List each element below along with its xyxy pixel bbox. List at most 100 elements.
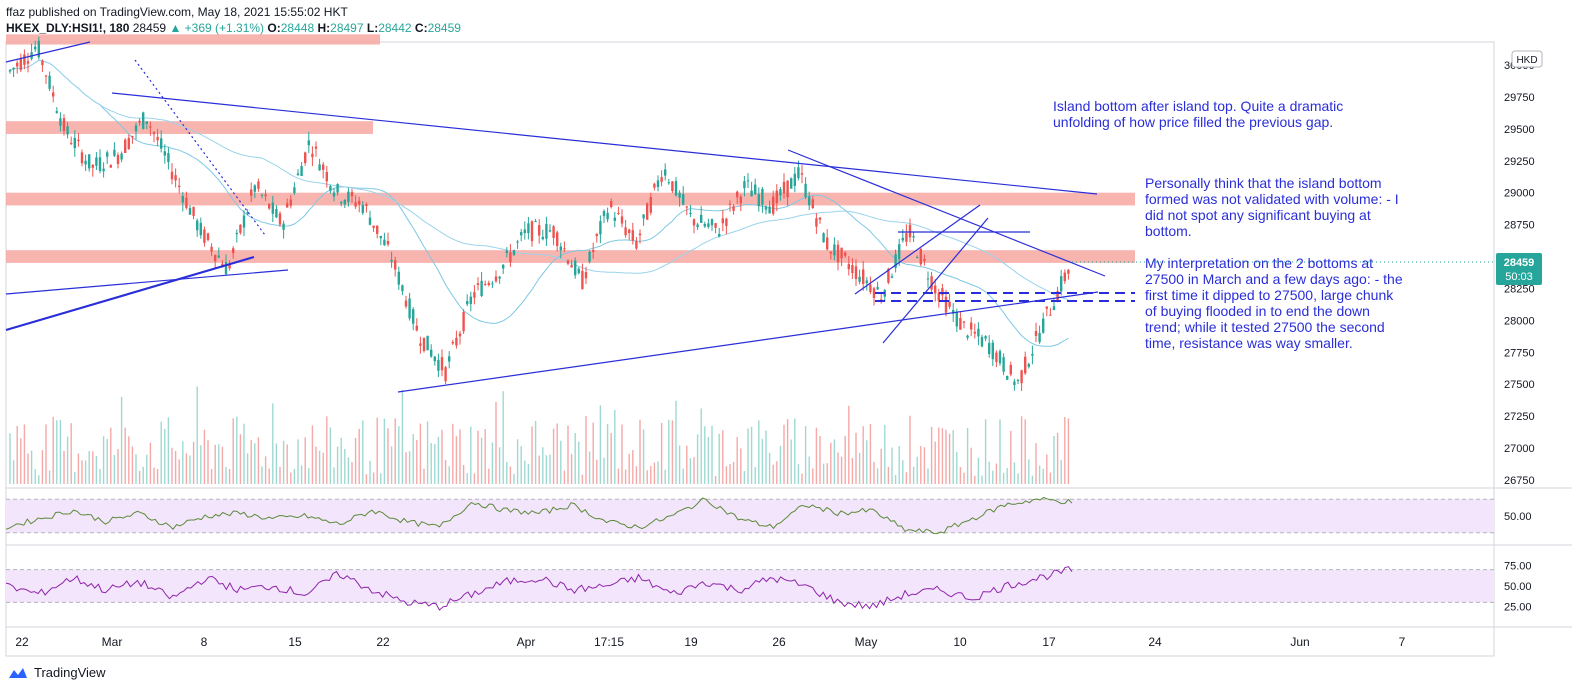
- candle-body: [8, 70, 12, 72]
- candle-body: [170, 171, 174, 180]
- candle-body: [674, 181, 678, 196]
- candle-body: [548, 230, 552, 232]
- candle-body: [487, 282, 490, 286]
- candle-body: [858, 276, 861, 282]
- volume-bar: [664, 469, 666, 484]
- candle-body: [937, 292, 940, 301]
- candle-body: [638, 233, 642, 236]
- time-tick-label: 10: [953, 635, 967, 649]
- candle-body: [667, 182, 670, 184]
- time-tick-label: 22: [15, 635, 29, 649]
- trendline-bold[interactable]: [5, 255, 255, 332]
- symbol-name[interactable]: HKEX_DLY:HSI1!, 180: [6, 21, 130, 35]
- volume-bar: [171, 447, 173, 484]
- time-tick-label: Mar: [102, 635, 123, 649]
- volume-bar: [182, 441, 184, 484]
- time-tick-label: 24: [1148, 635, 1162, 649]
- currency-badge[interactable]: HKD: [1511, 50, 1543, 68]
- oscillator-1-line: [5, 496, 1073, 535]
- volume-bar: [20, 438, 22, 484]
- candle-body: [192, 206, 195, 216]
- volume-bar: [671, 420, 674, 484]
- trendline[interactable]: [882, 217, 989, 344]
- volume-bar: [452, 423, 454, 484]
- candle-body: [235, 232, 238, 235]
- candle-body: [16, 62, 19, 67]
- price-tick-label: 27000: [1504, 443, 1535, 455]
- candle-body: [55, 111, 58, 113]
- volume-bar: [131, 446, 134, 484]
- volume-bar: [192, 441, 195, 484]
- volume-bar: [354, 438, 357, 484]
- trendline-dotted[interactable]: [134, 59, 266, 236]
- candle-body: [185, 197, 188, 209]
- candle-body: [588, 251, 591, 262]
- candle-body: [1027, 363, 1030, 367]
- volume-bar: [340, 437, 342, 484]
- trendline-lower[interactable]: [397, 291, 1099, 393]
- volume-bar: [635, 466, 638, 484]
- volume-bar: [38, 475, 40, 484]
- candle-body: [862, 269, 865, 284]
- trendline[interactable]: [787, 149, 1106, 277]
- candle-body: [689, 212, 692, 214]
- footer-brand[interactable]: TradingView: [34, 665, 106, 680]
- volume-bar: [293, 468, 296, 484]
- time-tick-label: 17:15: [594, 635, 624, 649]
- volume-bar: [894, 474, 897, 484]
- candle-body: [70, 143, 73, 145]
- volume-bar: [250, 440, 252, 484]
- volume-bar: [837, 452, 839, 484]
- candle-body: [966, 335, 969, 338]
- trendline-upper[interactable]: [111, 92, 1098, 195]
- volume-bar: [552, 428, 555, 484]
- trendlines[interactable]: [5, 41, 1135, 393]
- candle-body: [998, 351, 1002, 364]
- candle-body: [109, 164, 112, 168]
- volume-bar: [99, 469, 101, 484]
- volume-bar: [254, 443, 256, 484]
- candle-body: [624, 227, 627, 236]
- volume-bar: [290, 472, 292, 484]
- candle-body: [955, 311, 958, 327]
- oscillator-2-tick-label: 75.00: [1504, 561, 1532, 573]
- candle-body: [134, 125, 138, 132]
- volume-bar: [617, 468, 620, 484]
- volume-bar: [527, 463, 530, 484]
- candle-body: [538, 225, 541, 236]
- annotation-text: Personally think that the island bottom: [1145, 175, 1382, 191]
- candle-body: [714, 223, 717, 228]
- volume-bar: [776, 461, 778, 484]
- volume-bar: [768, 452, 771, 484]
- volume-bar: [333, 467, 335, 484]
- candle-body: [250, 189, 253, 196]
- price-axis[interactable]: 3000029750295002925029000287502850028250…: [1504, 60, 1535, 487]
- candle-body: [286, 203, 289, 208]
- candle-body: [642, 214, 645, 219]
- high-label: H:: [317, 21, 331, 35]
- candle-body: [1024, 356, 1027, 374]
- volume-bar: [1031, 475, 1034, 484]
- candle-body: [206, 233, 210, 240]
- volume-bar: [362, 420, 364, 484]
- candle-body: [901, 237, 904, 241]
- volume-bar: [700, 408, 702, 484]
- trendline[interactable]: [5, 269, 289, 295]
- time-tick-label: Jun: [1290, 635, 1309, 649]
- volume-bar: [1046, 454, 1048, 484]
- volume-bar: [614, 410, 616, 484]
- volume-bar: [866, 440, 868, 484]
- volume-bar: [113, 454, 116, 484]
- candle-body: [296, 173, 300, 176]
- volume-bar: [477, 430, 479, 484]
- volume-bar: [45, 424, 47, 484]
- volume-bar: [750, 426, 753, 484]
- volume-bar: [77, 453, 80, 484]
- time-axis[interactable]: 22 Mar 8 15 22 Apr 17:15 19 26 May 10 17 24 Jun 7: [15, 635, 1405, 649]
- trendline[interactable]: [854, 204, 981, 295]
- volume-bar: [520, 446, 522, 484]
- volume-bar: [484, 429, 486, 484]
- trendline[interactable]: [5, 41, 91, 63]
- annotations[interactable]: Island bottom after island top. Quite a …: [1053, 98, 1403, 351]
